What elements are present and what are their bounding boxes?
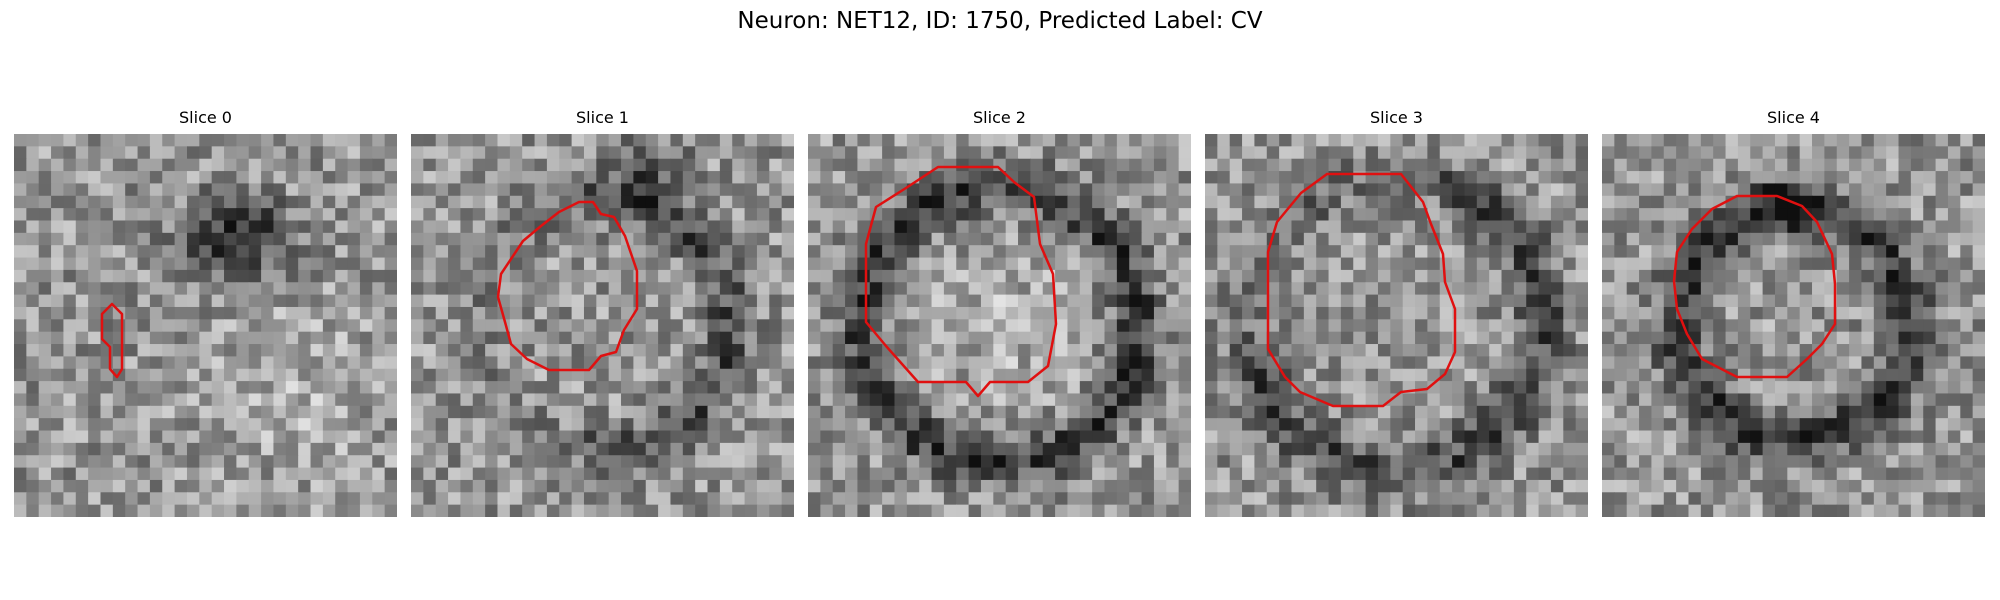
slice-title: Slice 2	[973, 108, 1026, 127]
slice-panel-3: Slice 3	[1205, 108, 1588, 517]
segmentation-contour	[1266, 172, 1457, 408]
slice-title: Slice 0	[179, 108, 232, 127]
segmentation-contour	[496, 200, 639, 372]
slice-image	[411, 134, 794, 517]
slice-title: Slice 4	[1767, 108, 1820, 127]
pixel-texture	[14, 134, 397, 517]
pixel-texture	[1205, 134, 1588, 517]
slice-panel-1: Slice 1	[411, 108, 794, 517]
segmentation-contour	[100, 302, 124, 379]
slice-image	[808, 134, 1191, 517]
slice-image	[14, 134, 397, 517]
slice-panel-4: Slice 4	[1602, 108, 1985, 517]
slice-panel-0: Slice 0	[14, 108, 397, 517]
slice-panel-2: Slice 2	[808, 108, 1191, 517]
pixel-texture	[1602, 134, 1985, 517]
slice-image	[1602, 134, 1985, 517]
slice-image	[1205, 134, 1588, 517]
figure-title: Neuron: NET12, ID: 1750, Predicted Label…	[737, 8, 1263, 34]
segmentation-contour	[864, 165, 1058, 398]
segmentation-contour	[1672, 194, 1837, 379]
slice-title: Slice 1	[576, 108, 629, 127]
pixel-texture	[411, 134, 794, 517]
slice-title: Slice 3	[1370, 108, 1423, 127]
pixel-texture	[808, 134, 1191, 517]
